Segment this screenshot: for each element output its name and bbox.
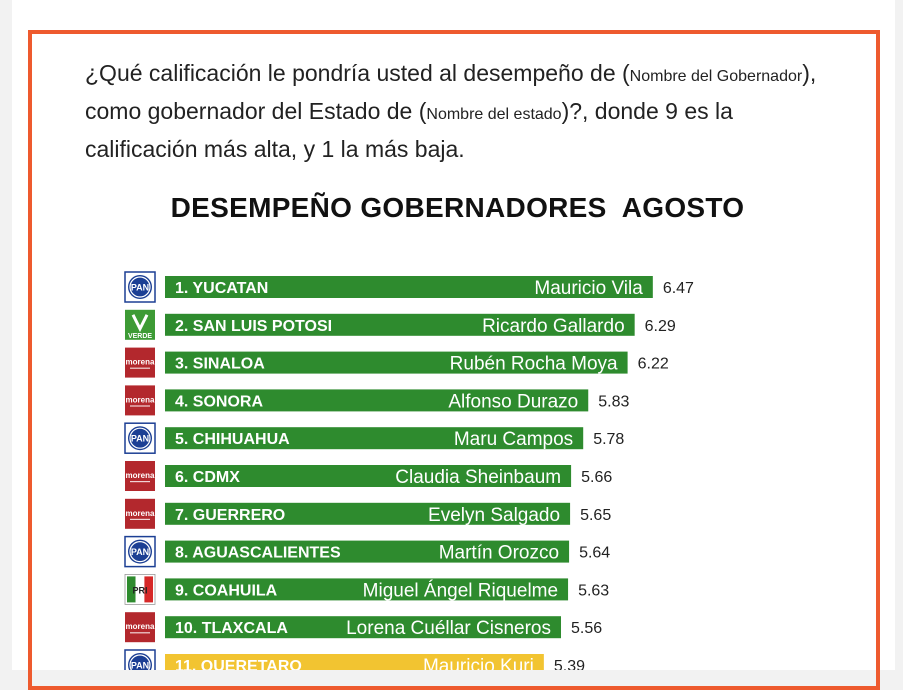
- morena-logo-text: morena: [126, 622, 155, 631]
- morena-logo-text: morena: [126, 509, 155, 518]
- question-part-1: ¿Qué calificación le pondría usted al de…: [85, 60, 630, 86]
- bar-governor-label: Miguel Ángel Riquelme: [363, 580, 558, 601]
- pan-logo-ring: [129, 540, 151, 563]
- morena-logo-text: morena: [126, 358, 155, 367]
- morena-logo-line: [130, 518, 150, 520]
- bar: [165, 502, 571, 525]
- bar-value-label: 6.22: [638, 356, 669, 373]
- bar-governor-label: Rubén Rocha Moya: [450, 354, 618, 375]
- bar-state-label: 4. SONORA: [175, 393, 263, 410]
- bar-governor-label: Evelyn Salgado: [428, 505, 560, 526]
- bar-value-label: 5.83: [598, 393, 629, 410]
- bar: [165, 465, 572, 487]
- bar: [165, 427, 584, 450]
- pan-logo-text: PAN: [131, 547, 149, 557]
- morena-logo-box: [125, 498, 155, 529]
- chart-row: PRI 9. COAHUILA Miguel Ángel Riquelme 5.63: [124, 574, 609, 605]
- pan-logo-circle: [128, 426, 152, 451]
- bar-value-label: 5.78: [593, 431, 624, 448]
- bar-value-label: 5.63: [578, 582, 609, 599]
- pan-logo-ring: [129, 654, 151, 670]
- bar-governor-label: Martín Orozco: [439, 543, 559, 564]
- bar: [165, 578, 569, 601]
- morena-logo-line: [130, 632, 150, 634]
- pan-logo-text: PAN: [131, 661, 149, 671]
- morena-logo-box: [125, 461, 155, 491]
- chart-row: morena 10. TLAXCALA Lorena Cuéllar Cisnero…: [125, 612, 602, 643]
- question-part-3: )?, donde 9 es la calificación más alta,…: [85, 98, 733, 162]
- chart-row: morena 4. SONORA Alfonso Durazo 5.83: [125, 385, 629, 416]
- bar-governor-label: Claudia Sheinbaum: [395, 467, 561, 488]
- bar-state-label: 3. SINALOA: [175, 356, 265, 373]
- question-placeholder-state: Nombre del estado: [426, 106, 562, 123]
- bar: [165, 654, 544, 670]
- bar-governor-label: Mauricio Vila: [534, 278, 643, 299]
- bar-value-label: 5.66: [581, 469, 612, 486]
- bar-state-label: 11. QUERETARO: [175, 658, 302, 670]
- chart-row: PAN 5. CHIHUAHUA Maru Campos 5.78: [124, 422, 624, 454]
- chart-row: PAN 1. YUCATAN Mauricio Vila 6.47: [124, 271, 694, 303]
- pri-logo-white: [135, 576, 145, 603]
- chart-row: PAN 11. QUERETARO Mauricio Kuri 5.39: [124, 649, 585, 671]
- survey-question: ¿Qué calificación le pondría usted al de…: [85, 56, 845, 167]
- bar-governor-label: Lorena Cuéllar Cisneros: [346, 618, 551, 639]
- chart-title: DESEMPEÑO GOBERNADORES AGOSTO: [170, 192, 745, 223]
- chart-row: PAN 8. AGUASCALIENTES Martín Orozco 5.64: [124, 535, 610, 568]
- question-placeholder-governor: Nombre del Gobernador: [629, 68, 803, 85]
- bar-governor-label: Maru Campos: [454, 429, 573, 450]
- bar-state-label: 1. YUCATAN: [175, 280, 268, 297]
- bar: [165, 540, 570, 563]
- pri-logo-green: [127, 576, 136, 603]
- pan-logo-circle: [128, 539, 152, 564]
- morena-logo-line: [130, 481, 150, 483]
- bar: [165, 313, 635, 336]
- morena-logo-box: [125, 385, 155, 416]
- bar: [165, 276, 653, 298]
- bar-governor-label: Alfonso Durazo: [448, 391, 578, 412]
- morena-logo-line: [130, 367, 150, 369]
- chart-row: morena 7. GUERRERO Evelyn Salgado 5.65: [125, 498, 611, 529]
- pri-logo-text: PRI: [132, 585, 147, 595]
- bar-value-label: 5.65: [580, 507, 611, 524]
- bar: [165, 616, 562, 639]
- pri-logo-red: [144, 576, 153, 603]
- bar-governor-label: Mauricio Kuri: [423, 656, 534, 670]
- bar: [165, 351, 628, 374]
- bar-value-label: 5.39: [554, 658, 585, 670]
- ranking-bar-chart: PAN 1. YUCATAN Mauricio Vila 6.47 VERDE 2. SA…: [124, 271, 694, 671]
- bar-value-label: 6.29: [645, 318, 676, 335]
- bar-state-label: 6. CDMX: [175, 469, 240, 486]
- pan-logo-ring: [129, 427, 151, 449]
- pan-logo-ring: [129, 276, 151, 298]
- morena-logo-box: [125, 347, 155, 378]
- bar-state-label: 9. COAHUILA: [175, 582, 278, 599]
- chart-row: VERDE 2. SAN LUIS POTOSI Ricardo Gallardo 6…: [125, 309, 676, 340]
- chart-row: morena 3. SINALOA Rubén Rocha Moya 6.22: [125, 347, 669, 378]
- bar: [165, 389, 589, 412]
- verde-logo-box: [125, 309, 155, 340]
- verde-logo-text: VERDE: [128, 333, 152, 340]
- bar-governor-label: Ricardo Gallardo: [482, 316, 625, 337]
- morena-logo-text: morena: [126, 395, 155, 404]
- bar-state-label: 8. AGUASCALIENTES: [175, 545, 341, 562]
- morena-logo-line: [130, 405, 150, 407]
- bar-state-label: 7. GUERRERO: [175, 507, 285, 524]
- morena-logo-text: morena: [126, 471, 155, 480]
- chart-row: morena 6. CDMX Claudia Sheinbaum 5.66: [125, 461, 612, 491]
- bar-value-label: 6.47: [663, 280, 694, 297]
- pan-logo-text: PAN: [131, 283, 149, 293]
- question-part-2: ), como gobernador del Estado de (: [85, 60, 817, 124]
- bar-state-label: 10. TLAXCALA: [175, 620, 288, 637]
- morena-logo-box: [125, 612, 155, 643]
- bar-state-label: 5. CHIHUAHUA: [175, 431, 290, 448]
- bar-value-label: 5.56: [571, 620, 602, 637]
- bar-value-label: 5.64: [579, 545, 610, 562]
- verde-logo-v: [131, 314, 149, 333]
- pan-logo-circle: [128, 275, 152, 299]
- bar-state-label: 2. SAN LUIS POTOSI: [175, 318, 332, 335]
- pan-logo-text: PAN: [131, 434, 149, 444]
